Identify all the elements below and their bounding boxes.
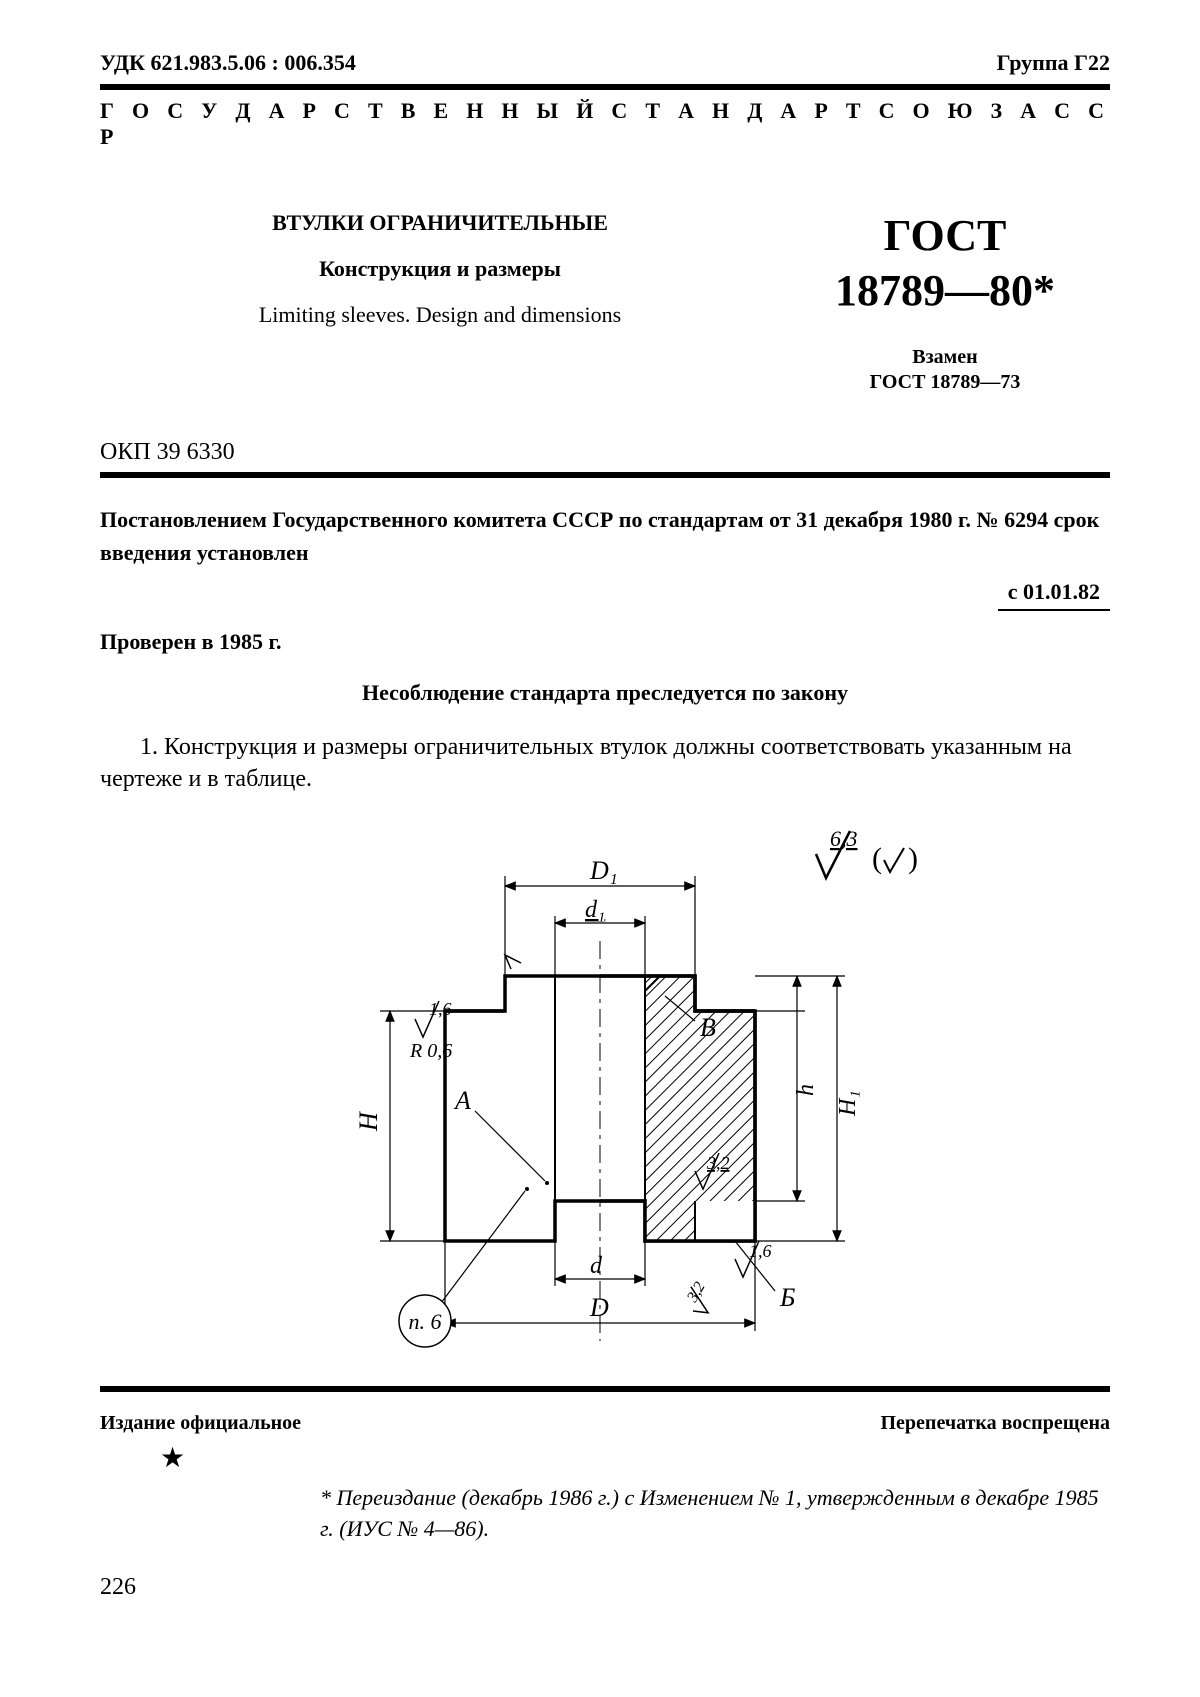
decree-text: Постановлением Государственного комитета… <box>100 503 1110 569</box>
svg-text:): ) <box>908 842 918 875</box>
checked-year: Проверен в 1985 г. <box>100 629 1110 655</box>
ra-16-br: 1,6 <box>749 1241 772 1261</box>
dim-d1: d₁ <box>585 897 605 923</box>
radius-label: R 0,6 <box>409 1040 452 1062</box>
dim-d: d <box>590 1253 603 1279</box>
ra-63: 6,3 <box>830 826 858 851</box>
okp-code: ОКП 39 6330 <box>100 439 1110 466</box>
dim-D1: D₁ <box>589 856 618 885</box>
gost-number: 18789—80* <box>780 265 1110 316</box>
title-english: Limiting sleeves. Design and dimensions <box>100 302 780 328</box>
edition-official: Издание официальное <box>100 1412 301 1435</box>
replaces-label: Взамен <box>780 346 1110 369</box>
ra-16-tl: 1,6 <box>429 999 452 1019</box>
mid-rule <box>100 472 1110 478</box>
reprint-forbidden: Перепечатка воспрещена <box>881 1412 1111 1435</box>
dim-D: D <box>589 1293 609 1322</box>
technical-drawing: D₁ d₁ D d H H₁ h А <box>100 811 1110 1376</box>
paragraph-1: 1. Конструкция и размеры ограничительных… <box>100 731 1110 796</box>
gost-label: ГОСТ <box>780 210 1110 261</box>
dim-H: H <box>354 1111 383 1132</box>
label-bottom: Б <box>779 1283 795 1312</box>
law-notice: Несоблюдение стандарта преследуется по з… <box>100 680 1110 706</box>
udk-code: УДК 621.983.5.06 : 006.354 <box>100 50 356 76</box>
state-standard-banner: Г О С У Д А Р С Т В Е Н Н Ы Й С Т А Н Д … <box>100 98 1110 150</box>
group-code: Группа Г22 <box>997 50 1110 76</box>
svg-text:(: ( <box>872 842 882 875</box>
dim-H1: H₁ <box>835 1090 861 1117</box>
replaces-number: ГОСТ 18789—73 <box>780 371 1110 394</box>
ra-32-b: 3,2 <box>684 1279 709 1306</box>
star-icon: ★ <box>160 1441 1110 1475</box>
ra-32-r: 3,2 <box>706 1153 730 1173</box>
title-russian-2: Конструкция и размеры <box>100 256 780 282</box>
top-rule <box>100 84 1110 90</box>
bottom-rule <box>100 1386 1110 1392</box>
label-B: В <box>700 1013 716 1042</box>
note-ref: п. 6 <box>409 1309 442 1334</box>
page-number: 226 <box>100 1574 1110 1601</box>
label-A: А <box>453 1086 471 1115</box>
title-russian-1: ВТУЛКИ ОГРАНИЧИТЕЛЬНЫЕ <box>100 210 780 236</box>
effective-date: с 01.01.82 <box>998 579 1110 611</box>
reissue-footnote: * Переиздание (декабрь 1986 г.) с Измене… <box>320 1483 1110 1545</box>
dim-h: h <box>793 1084 819 1096</box>
